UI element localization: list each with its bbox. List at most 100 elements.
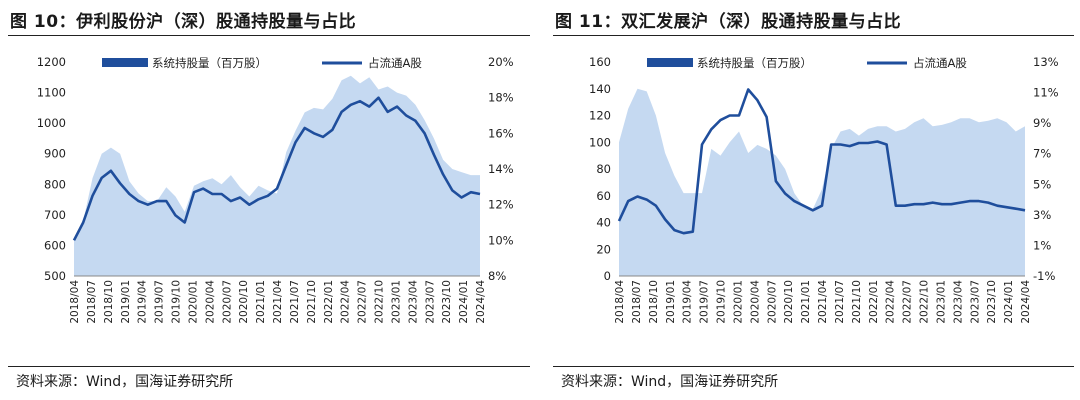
chart-panel-shuanghui: 图 11：双汇发展沪（深）股通持股量与占比 0 20 40 60 80 100 120 140…	[545, 0, 1080, 400]
x-axis-tick: 2019/01	[665, 280, 677, 324]
x-axis-tick: 2020/10	[783, 280, 795, 324]
x-axis-tick: 2019/07	[154, 280, 166, 324]
x-axis-tick: 2022/01	[868, 280, 880, 324]
x-axis-tick: 2023/07	[969, 280, 981, 324]
title-divider	[8, 35, 530, 36]
x-axis-tick: 2021/04	[272, 280, 284, 324]
x-axis-tick: 2019/04	[137, 280, 149, 324]
right-axis-tick: 10%	[488, 233, 514, 247]
legend-swatch-area	[102, 58, 148, 67]
left-axis-tick: 900	[44, 147, 66, 161]
source-divider	[553, 366, 1074, 367]
x-axis-tick: 2022/10	[919, 280, 931, 324]
x-axis-tick: 2021/07	[834, 280, 846, 324]
left-axis-tick: 60	[596, 189, 611, 203]
chart-source: 资料来源：Wind，国海证券研究所	[16, 374, 234, 390]
legend-label-area: 系统持股量（百万股）	[697, 56, 812, 70]
x-axis-tick: 2020/10	[238, 280, 250, 324]
x-axis-tick: 2020/07	[221, 280, 233, 324]
x-axis-tick: 2022/07	[902, 280, 914, 324]
x-axis-tick: 2022/04	[885, 280, 897, 324]
left-axis-tick: 40	[596, 216, 611, 230]
area-series-holdings	[74, 75, 480, 276]
x-axis-tick: 2021/04	[817, 280, 829, 324]
title-divider	[553, 35, 1074, 36]
line-series-share	[617, 88, 1026, 235]
x-axis-tick: 2022/07	[357, 280, 369, 324]
x-axis-tick: 2024/04	[475, 280, 487, 324]
x-axis-tick: 2020/01	[187, 280, 199, 324]
legend-label-line: 占流通A股	[913, 56, 967, 70]
left-axis-tick: 1100	[37, 86, 66, 100]
legend-label-area: 系统持股量（百万股）	[152, 56, 267, 70]
right-axis-tick: 8%	[488, 269, 506, 283]
x-axis-tick: 2021/10	[306, 280, 318, 324]
left-axis-tick: 500	[44, 269, 66, 283]
left-axis-tick: 20	[596, 242, 611, 256]
x-axis-tick: 2023/07	[424, 280, 436, 324]
x-axis-tick: 2019/10	[171, 280, 183, 324]
right-axis-tick: 1%	[1033, 238, 1051, 252]
x-axis-tick: 2023/04	[952, 280, 964, 324]
x-axis-tick: 2018/04	[614, 280, 626, 324]
left-axis-tick: 1200	[37, 55, 66, 69]
right-axis-tick: 16%	[488, 126, 514, 140]
chart-svg: 0 20 40 60 80 100 120 140 160 -1% 1% 3% 5% 7% 9% 11% 13%…	[589, 55, 1059, 324]
legend-label-line: 占流通A股	[368, 56, 422, 70]
x-axis-tick: 2021/10	[851, 280, 863, 324]
left-axis-tick: 140	[589, 82, 611, 96]
chart-source: 资料来源：Wind，国海证券研究所	[561, 374, 779, 390]
chart-svg: 500 600 700 800 900 1000 1100 1200 8% 10% 12% 14% 16…	[37, 55, 514, 324]
chart-title: 图 11：双汇发展沪（深）股通持股量与占比	[555, 12, 902, 32]
right-axis-tick: 13%	[1033, 55, 1059, 69]
x-axis-tick: 2022/01	[323, 280, 335, 324]
line-series-share	[72, 96, 481, 241]
left-axis-tick: 0	[604, 269, 611, 283]
x-axis-tick: 2021/07	[289, 280, 301, 324]
x-axis-tick: 2018/04	[69, 280, 81, 324]
x-axis-tick: 2020/01	[732, 280, 744, 324]
x-axis-tick: 2020/07	[766, 280, 778, 324]
right-axis-tick: -1%	[1033, 269, 1055, 283]
x-axis-tick: 2019/10	[716, 280, 728, 324]
right-axis-tick: 14%	[488, 162, 514, 176]
x-axis-tick: 2018/07	[631, 280, 643, 324]
right-axis-tick: 18%	[488, 91, 514, 105]
left-axis-tick: 800	[44, 177, 66, 191]
left-axis-tick: 700	[44, 208, 66, 222]
x-axis-tick: 2018/07	[86, 280, 98, 324]
x-axis-tick: 2023/01	[935, 280, 947, 324]
x-axis-tick: 2024/01	[1003, 280, 1015, 324]
x-axis-tick: 2024/04	[1020, 280, 1032, 324]
x-axis-tick: 2018/10	[103, 280, 115, 324]
x-axis-tick: 2023/10	[441, 280, 453, 324]
x-axis-tick: 2020/04	[749, 280, 761, 324]
chart-panel-yili: 图 10：伊利股份沪（深）股通持股量与占比 500 600 700 800 900 100…	[0, 0, 536, 400]
right-axis-tick: 7%	[1033, 147, 1051, 161]
left-axis-tick: 1000	[37, 116, 66, 130]
right-axis-tick: 12%	[488, 198, 514, 212]
x-axis-tick: 2018/10	[648, 280, 660, 324]
x-axis-tick: 2024/01	[458, 280, 470, 324]
chart-title: 图 10：伊利股份沪（深）股通持股量与占比	[10, 12, 357, 32]
left-axis-tick: 100	[589, 135, 611, 149]
x-axis-tick: 2019/01	[120, 280, 132, 324]
right-axis-tick: 3%	[1033, 208, 1051, 222]
right-axis-tick: 9%	[1033, 116, 1051, 130]
right-axis-tick: 11%	[1033, 86, 1059, 100]
x-axis-tick: 2019/04	[682, 280, 694, 324]
right-axis-tick: 20%	[488, 55, 514, 69]
x-axis-tick: 2021/01	[255, 280, 267, 324]
legend-swatch-area	[647, 58, 693, 67]
x-axis-tick: 2023/04	[407, 280, 419, 324]
x-axis-tick: 2019/07	[699, 280, 711, 324]
left-axis-tick: 80	[596, 162, 611, 176]
x-axis-tick: 2023/10	[986, 280, 998, 324]
left-axis-tick: 600	[44, 238, 66, 252]
x-axis-tick: 2021/01	[800, 280, 812, 324]
right-axis-tick: 5%	[1033, 177, 1051, 191]
x-axis-tick: 2022/10	[374, 280, 386, 324]
left-axis-tick: 120	[589, 109, 611, 123]
x-axis-tick: 2020/04	[204, 280, 216, 324]
x-axis-tick: 2022/04	[340, 280, 352, 324]
